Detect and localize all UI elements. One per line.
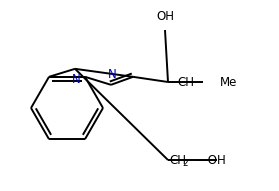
Text: N: N	[108, 68, 116, 81]
Text: CH: CH	[177, 75, 194, 88]
Text: Me: Me	[220, 75, 237, 88]
Text: N: N	[72, 73, 80, 86]
Text: 2: 2	[182, 159, 187, 168]
Text: CH: CH	[169, 154, 186, 167]
Text: OH: OH	[156, 10, 174, 23]
Text: —OH: —OH	[196, 154, 226, 167]
